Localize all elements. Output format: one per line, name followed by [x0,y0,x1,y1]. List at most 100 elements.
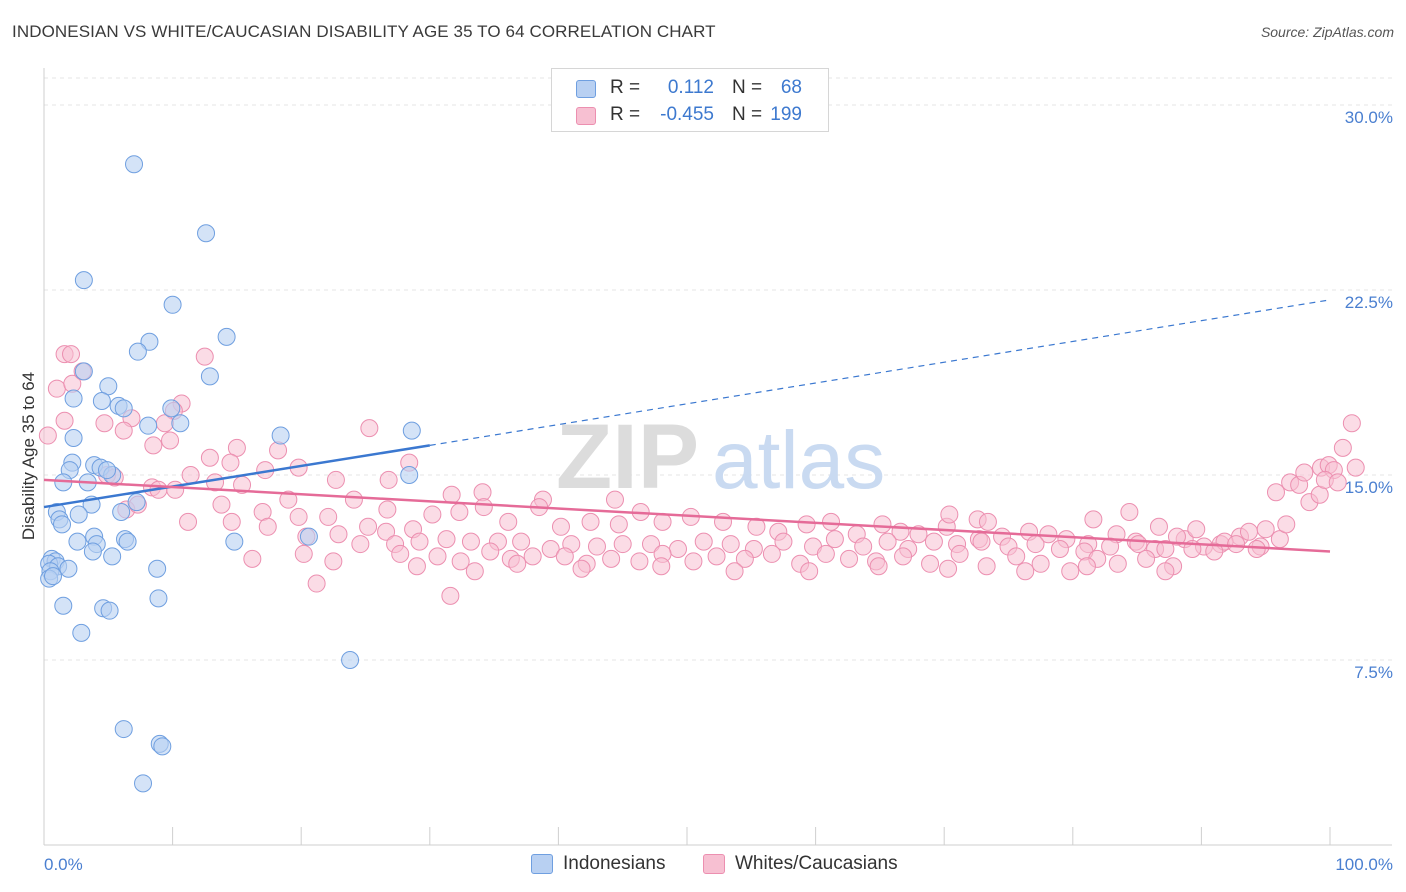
white-caucasian-point [869,557,888,576]
white-caucasian-point [972,532,991,551]
white-caucasian-point [714,512,733,531]
white-caucasian-point [1266,483,1285,502]
white-caucasian-point [407,557,426,576]
indonesian-point [163,295,182,314]
white-caucasian-point [437,530,456,549]
white-caucasian-point [461,532,480,551]
white-caucasian-point [707,547,726,566]
indonesian-point [271,426,290,445]
correlation-legend: R = 0.112 N = 68 R = -0.455 N = 199 [551,68,829,132]
white-caucasian-point [1120,503,1139,521]
white-caucasian-point [602,549,621,568]
white-caucasian-point [450,503,469,521]
white-caucasian-point [465,562,484,581]
white-caucasian-point [451,552,470,571]
indonesian-point [74,362,93,381]
white-caucasian-point [541,540,560,558]
white-caucasian-point [344,490,363,509]
white-caucasian-point [797,515,816,534]
white-caucasian-point [144,436,163,455]
watermark-zip: ZIP [556,406,699,508]
white-caucasian-point [800,562,819,581]
legend-row-whites: R = -0.455 N = 199 [552,102,828,128]
white-caucasian-point [1026,535,1045,554]
white-caucasian-point [1077,557,1096,576]
indonesian-point [134,774,153,793]
white-caucasian-point [978,512,997,531]
white-caucasian-point [939,559,958,578]
white-caucasian-point [684,552,703,571]
x-tick-label: 100.0% [1335,855,1393,874]
white-caucasian-point [222,512,241,531]
white-caucasian-point [508,554,527,573]
white-caucasian-point [1137,549,1156,568]
white-caucasian-point [950,544,969,563]
white-caucasian-point [1227,535,1246,554]
white-caucasian-point [161,431,180,450]
white-caucasian-point [359,517,378,536]
white-caucasian-point [1167,527,1186,546]
white-caucasian-point [62,345,81,364]
legend-r-value: -0.455 [660,104,714,125]
indonesian-trend-extension [429,299,1331,446]
white-caucasian-point [377,522,396,541]
trend-lines [43,299,1331,553]
indonesian-point [197,224,216,243]
indonesian-point [118,532,137,551]
indonesian-point [140,332,159,351]
indonesian-point [217,327,236,346]
legend-r-label: R = [610,77,641,98]
legend-n-value: 68 [780,77,802,98]
white-caucasian-point [878,532,897,551]
indonesian-point [299,527,318,546]
indonesian-point [128,342,147,361]
white-caucasian-point [1295,463,1314,482]
indonesian-point [114,720,133,739]
white-caucasian-point [512,532,531,551]
white-caucasian-point [630,552,649,571]
white-caucasian-point [840,549,859,568]
indonesian-point [103,547,122,566]
source-credit[interactable]: Source: ZipAtlas.com [1260,24,1394,40]
white-caucasian-point [289,507,308,526]
indonesian-point [139,416,158,435]
indonesian-point [225,532,244,551]
white-caucasian-point [181,466,200,484]
indonesian-point [114,399,133,418]
white-caucasian-point [1129,535,1148,554]
legend-row-indonesians: R = 0.112 N = 68 [552,75,828,101]
white-caucasian-point [587,537,606,556]
white-caucasian-point [921,554,940,573]
white-caucasian-point [221,453,240,472]
white-caucasian-point [378,500,397,519]
indonesian-point [72,623,91,642]
watermark: ZIP atlas [556,406,885,508]
indonesian-trend-line [43,444,430,509]
white-caucasian-point [38,426,57,445]
white-caucasian-point [326,470,345,489]
white-caucasian-point [1247,540,1266,558]
x-tick-label: 0.0% [44,855,83,874]
white-caucasian-point [1050,540,1069,558]
white-caucasian-point [652,557,671,576]
y-tick-label: 30.0% [1345,108,1393,127]
white-caucasian-point [47,379,66,398]
white-caucasian-point [294,544,313,563]
white-caucasian-trend-line [43,478,1331,553]
white-caucasian-point [1333,438,1352,457]
white-caucasian-point [735,549,754,568]
indonesian-point [200,367,219,386]
white-caucasian-point [442,485,461,504]
legend-r-label: R = [610,104,641,125]
white-caucasian-point [747,517,766,536]
white-caucasian-point [1328,473,1347,492]
white-caucasian-point [319,507,338,526]
white-caucasian-point [114,421,133,440]
white-caucasian-point [1084,510,1103,529]
white-caucasian-point [279,490,298,509]
white-caucasian-point [854,537,873,556]
indonesian-point [100,601,119,620]
white-caucasian-point [1187,520,1206,539]
series-legend: Indonesians Whites/Caucasians [0,852,1406,878]
gridlines [44,77,1392,661]
